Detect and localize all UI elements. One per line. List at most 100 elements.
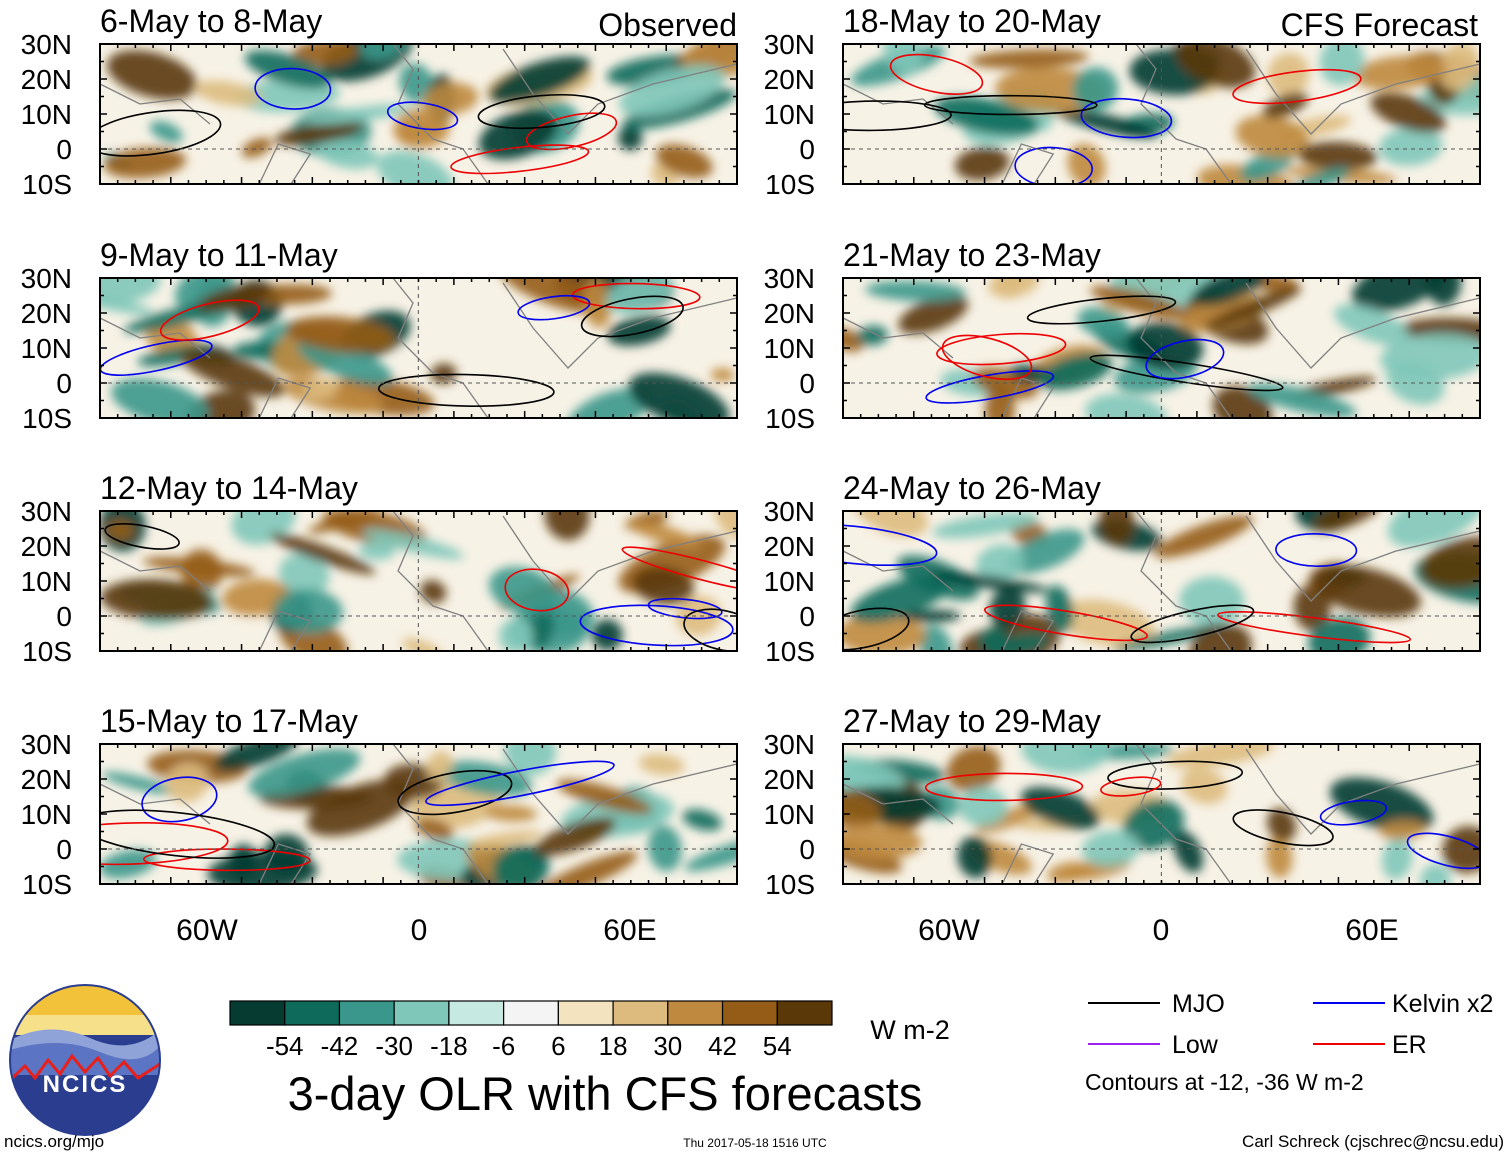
lat-label: 10N (21, 333, 72, 364)
lat-label: 10S (22, 169, 72, 200)
colorbar-tick-label: 18 (599, 1031, 628, 1061)
lat-label: 0 (799, 368, 815, 399)
olr-anomaly-field (843, 744, 1480, 884)
lat-label: 30N (764, 29, 815, 60)
colorbar-tick-label: -54 (266, 1031, 304, 1061)
lat-label: 10N (21, 566, 72, 597)
colorbar-swatch (284, 1000, 341, 1026)
colorbar-tick-label: 42 (708, 1031, 737, 1061)
wave-contours (104, 523, 737, 651)
figure-title: 3-day OLR with CFS forecasts (288, 1067, 923, 1120)
olr-anomaly-field (100, 44, 737, 184)
panel-title: 24-May to 26-May (843, 470, 1101, 506)
forecast-label: CFS Forecast (1281, 7, 1478, 43)
axis-ticks (99, 510, 738, 652)
lon-label: 60E (603, 914, 656, 947)
logo-text: NCICS (43, 1071, 128, 1098)
legend-label-er: ER (1392, 1031, 1427, 1059)
colorbar-tick-label: -6 (492, 1031, 515, 1061)
panel-title: 18-May to 20-May (843, 3, 1101, 39)
colorbar-swatch (338, 1000, 395, 1026)
colorbar-swatch (503, 1000, 559, 1026)
lat-label: 0 (799, 834, 815, 865)
colorbar-tick-label: -42 (321, 1031, 359, 1061)
olr-anomaly-field (843, 278, 1480, 418)
lat-label: 0 (799, 134, 815, 165)
map-panel: 18-May to 20-May 30N 20N 10N 0 10S (764, 3, 1481, 200)
colorbar-swatch (721, 1000, 778, 1026)
lat-label: 30N (21, 496, 72, 527)
lat-label: 0 (56, 601, 72, 632)
wave-contours (843, 523, 1412, 651)
axis-ticks (842, 277, 1481, 419)
colorbar-units: W m-2 (870, 1015, 949, 1045)
colorbar-swatch (612, 1000, 669, 1026)
lat-label: 10S (765, 403, 815, 434)
lat-label: 20N (764, 298, 815, 329)
lat-label: 10S (765, 169, 815, 200)
axis-ticks (842, 510, 1481, 652)
observed-label: Observed (598, 7, 737, 43)
lat-label: 10S (765, 636, 815, 667)
lon-label: 60W (176, 914, 238, 947)
axis-ticks (99, 43, 738, 185)
lat-label: 20N (764, 531, 815, 562)
footer-url: ncics.org/mjo (4, 1132, 104, 1151)
lat-label: 20N (21, 531, 72, 562)
panel-title: 21-May to 23-May (843, 237, 1101, 273)
map-panel: 12-May to 14-May 30N 20N 10N 0 10S (21, 470, 738, 667)
legend-label-low: Low (1172, 1031, 1219, 1059)
footer-timestamp: Thu 2017-05-18 1516 UTC (683, 1136, 827, 1150)
panel-title: 6-May to 8-May (100, 3, 322, 39)
lat-label: 10N (764, 99, 815, 130)
lon-label: 60E (1345, 914, 1398, 947)
lat-label: 0 (799, 601, 815, 632)
wave-contours (100, 67, 618, 175)
lat-label: 20N (764, 64, 815, 95)
colorbar-tick-label: 30 (653, 1031, 682, 1061)
lat-label: 10N (21, 99, 72, 130)
coastline (843, 744, 1480, 884)
panel-title: 15-May to 17-May (100, 703, 358, 739)
panel-title: 27-May to 29-May (843, 703, 1101, 739)
lat-label: 10N (21, 799, 72, 830)
legend-label-mjo: MJO (1172, 990, 1225, 1018)
panel-title: 9-May to 11-May (100, 237, 338, 273)
colorbar-tick-label: -30 (375, 1031, 413, 1061)
colorbar-tick-label: 6 (551, 1031, 565, 1061)
lat-label: 30N (21, 263, 72, 294)
lon-axis-left: 60W 0 60E (176, 914, 657, 947)
axis-ticks (99, 743, 738, 885)
colorbar-swatch (448, 1000, 505, 1026)
wave-contours (924, 760, 1480, 870)
axis-ticks (842, 43, 1481, 185)
lat-label: 10N (764, 799, 815, 830)
lat-label: 20N (21, 298, 72, 329)
lat-label: 30N (21, 29, 72, 60)
colorbar-swatch (776, 1000, 833, 1026)
panel-title: 12-May to 14-May (100, 470, 358, 506)
footer-author: Carl Schreck (cjschrec@ncsu.edu) (1242, 1132, 1504, 1151)
colorbar-swatch (667, 1000, 724, 1026)
lat-label: 30N (764, 729, 815, 760)
lat-label: 0 (56, 368, 72, 399)
lat-label: 10S (765, 869, 815, 900)
map-panel: 6-May to 8-May 30N 20N 10N 0 10S (21, 3, 738, 200)
lon-label: 60W (918, 914, 980, 947)
lat-label: 10N (764, 333, 815, 364)
lat-label: 20N (21, 64, 72, 95)
coastline (100, 278, 737, 418)
colorbar: -54 -42 -30 -18 -6 6 18 30 42 54 (229, 1000, 833, 1061)
map-panel: 15-May to 17-May 30N 20N 10N 0 10S (21, 703, 738, 900)
lat-label: 20N (21, 764, 72, 795)
legend: MJO Kelvin x2 Low ER Contours at -12, -3… (1085, 990, 1493, 1095)
map-panel: 27-May to 29-May 30N 20N 10N 0 10S (764, 703, 1481, 900)
wave-contours (100, 760, 615, 872)
legend-label-kelvin: Kelvin x2 (1392, 990, 1493, 1018)
legend-note: Contours at -12, -36 W m-2 (1085, 1069, 1364, 1095)
lat-label: 30N (21, 729, 72, 760)
olr-anomaly-field (100, 511, 737, 651)
lat-label: 10S (22, 636, 72, 667)
colorbar-swatch (393, 1000, 450, 1026)
lat-label: 10S (22, 403, 72, 434)
